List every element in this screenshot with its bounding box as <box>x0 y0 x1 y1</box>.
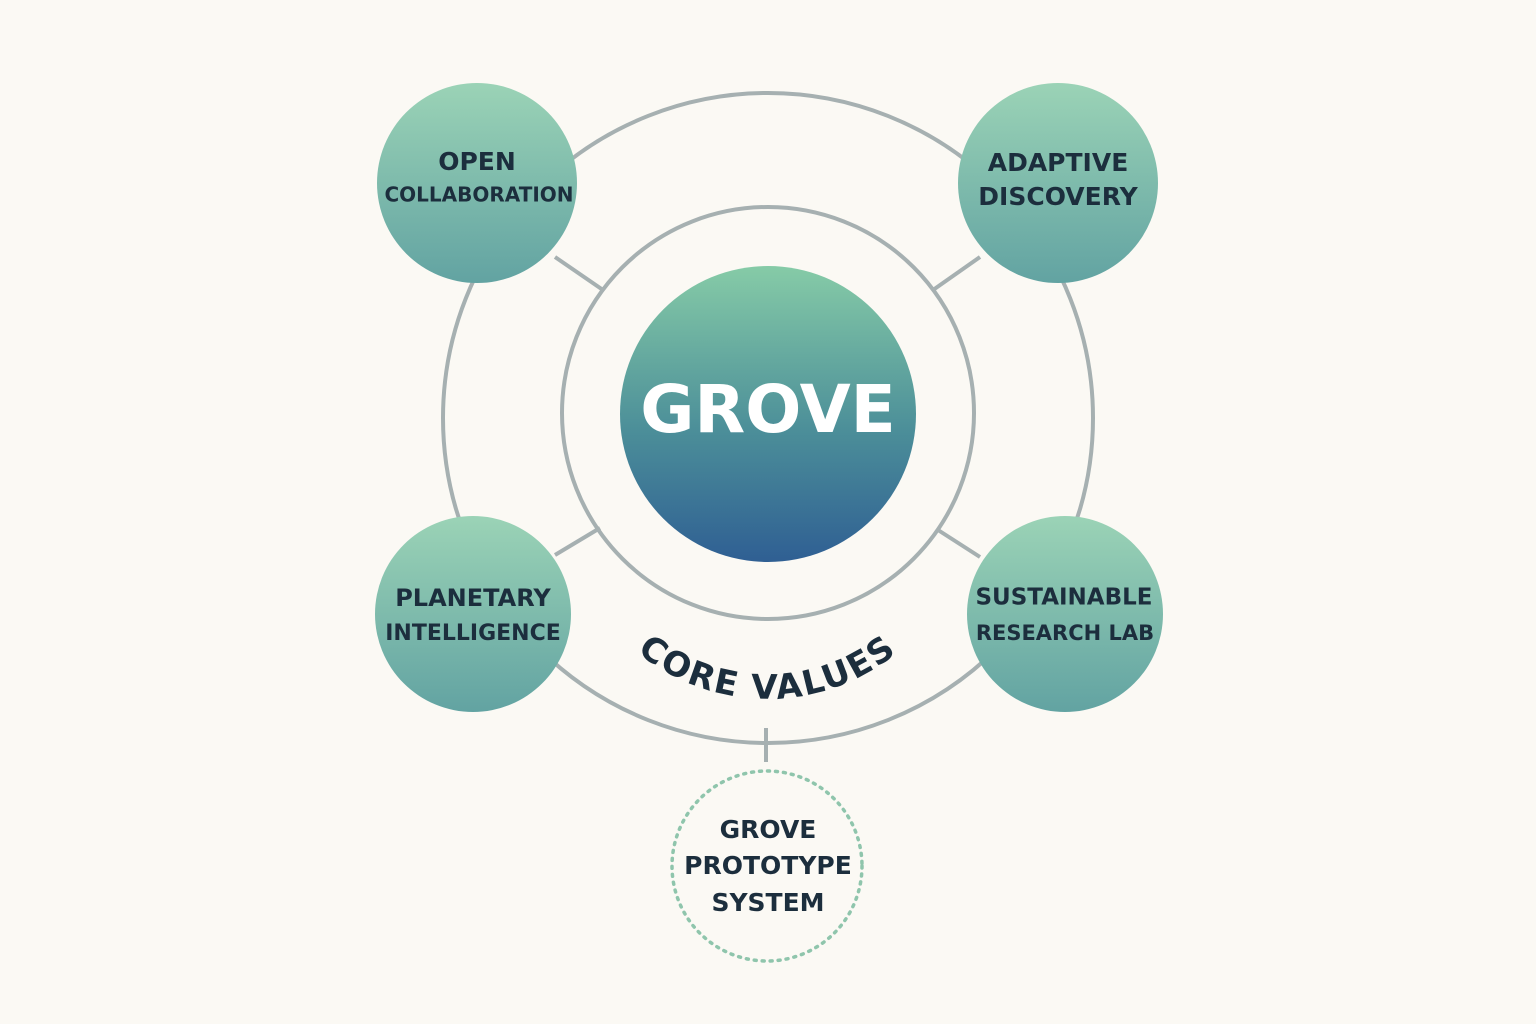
value-label-line1: ADAPTIVE <box>988 148 1129 177</box>
value-node-adaptive-discovery: ADAPTIVE DISCOVERY <box>958 83 1158 283</box>
prototype-label-line3: SYSTEM <box>711 888 824 917</box>
core-values-label: CORE VALUES <box>631 627 903 708</box>
connector-bottom-left <box>553 526 602 557</box>
prototype-label-line2: PROTOTYPE <box>684 851 852 880</box>
connector-bottom-right <box>936 528 982 559</box>
prototype-label-line1: GROVE <box>720 815 817 844</box>
value-node-sustainable-research-lab: SUSTAINABLE RESEARCH LAB <box>967 516 1163 712</box>
value-label-line2: RESEARCH LAB <box>976 621 1154 645</box>
value-label-line2: DISCOVERY <box>978 182 1138 211</box>
value-label-line1: OPEN <box>438 147 516 176</box>
connector-top-left <box>553 255 605 292</box>
value-node-open-collaboration: OPEN COLLABORATION <box>377 83 577 283</box>
value-node-planetary-intelligence: PLANETARY INTELLIGENCE <box>375 516 571 712</box>
value-label-line2: COLLABORATION <box>384 183 573 207</box>
prototype-node: GROVE PROTOTYPE SYSTEM <box>670 769 864 963</box>
inner-ring <box>560 205 976 621</box>
center-label: GROVE <box>640 371 896 448</box>
value-label-line2: INTELLIGENCE <box>385 621 561 646</box>
value-label-line1: PLANETARY <box>395 584 551 612</box>
connector-top-right <box>931 255 982 292</box>
value-label-line1: SUSTAINABLE <box>975 585 1152 611</box>
center-node: GROVE <box>620 266 916 562</box>
